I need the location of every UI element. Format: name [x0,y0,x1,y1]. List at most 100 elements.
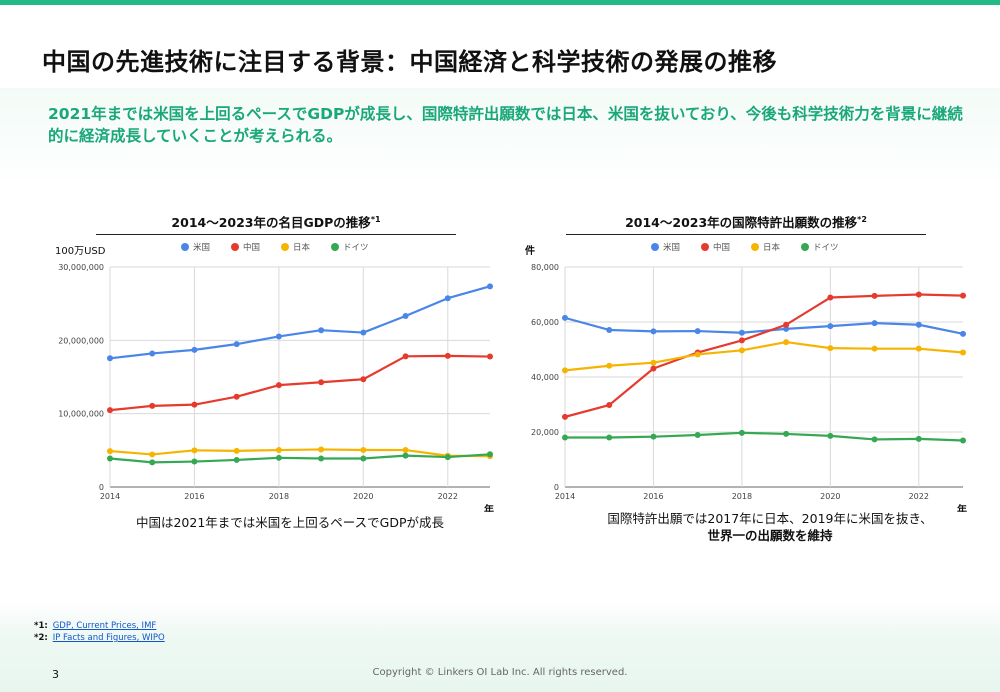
legend-label: 米国 [663,242,680,253]
series-line [564,340,964,372]
copyright: Copyright © Linkers OI Lab Inc. All righ… [372,667,628,678]
footnote-1: *1: GDP, Current Prices, IMF [34,621,156,631]
data-point [606,434,613,441]
data-point [360,376,367,383]
data-point [360,329,367,336]
data-point [871,292,878,299]
legend-label: ドイツ [813,243,839,253]
data-point [915,321,922,328]
data-point [233,447,240,454]
legend-swatch [651,243,659,251]
data-point [444,454,451,461]
data-point [318,327,325,334]
data-point [915,345,922,352]
patent-chart-title: 2014〜2023年の国際特許出願数の推移*2 [566,212,926,235]
x-tick-label: 2014 [100,492,120,501]
gdp-chart-caption: 中国は2021年までは米国を上回るペースでGDPが成長 [80,514,500,531]
data-point [487,283,493,290]
footnote-1-link[interactable]: GDP, Current Prices, IMF [52,621,157,631]
data-point [960,437,966,444]
lead-background [0,88,1000,188]
data-point [107,355,113,362]
series-line [109,448,491,458]
series-line [565,431,964,442]
patent-caption-line-1: 国際特許出願では2017年に日本、2019年に米国を抜き、 [607,511,933,526]
data-point [783,325,790,332]
data-point [694,328,701,335]
data-point [827,323,834,330]
data-point [694,432,701,439]
data-point [650,365,657,372]
footnote-2-link[interactable]: IP Facts and Figures, WIPO [52,633,165,643]
data-point [738,429,745,436]
top-accent-bar [0,0,1000,5]
data-point [915,435,922,442]
legend-swatch [801,243,809,251]
data-point [402,452,409,459]
patent-chart-caption: 国際特許出願では2017年に日本、2019年に米国を抜き、 世界一の出願数を維持 [560,510,980,544]
data-point [275,454,282,461]
y-tick-label: 40,000 [531,373,559,382]
legend-label: ドイツ [343,243,369,253]
x-tick-label: 2022 [438,492,458,501]
data-point [562,367,568,374]
x-tick-label: 2020 [820,492,840,501]
y-tick-label: 60,000 [531,318,559,327]
data-point [783,430,790,437]
gdp-line-chart: 0 10,000,000 20,000,000 30,000,000 2014 2016 2… [55,242,494,512]
x-tick-label: 2022 [909,492,929,501]
data-point [738,337,745,344]
legend-label: 日本 [293,242,311,253]
gdp-caption-line: 中国は2021年までは米国を上回るペースでGDPが成長 [135,515,445,530]
y-axis-label: 件 [525,244,535,257]
data-point [191,447,198,454]
data-point [191,346,198,353]
y-axis-label: 100万USD [55,246,106,257]
data-point [233,456,240,463]
data-point [107,455,113,462]
x-tick-label: 2014 [555,492,575,501]
data-point [960,330,966,337]
page-number: 3 [52,668,59,681]
y-tick-label: 10,000,000 [58,410,104,419]
data-point [606,326,613,333]
series-line [109,285,491,360]
data-point [149,459,156,466]
gdp-chart-title-footnote: *1 [370,214,381,224]
data-point [650,328,657,335]
data-point [444,295,451,302]
data-point [191,458,198,465]
data-point [871,345,878,352]
legend-label: 中国 [243,242,260,253]
data-point [562,434,568,441]
footnote-2: *2: IP Facts and Figures, WIPO [34,633,165,643]
y-tick-label: 20,000,000 [58,336,104,345]
legend-label: 米国 [193,242,210,253]
legend-swatch [181,243,189,251]
x-tick-label: 2016 [643,492,663,501]
data-point [650,433,657,440]
data-point [606,402,613,409]
data-point [738,329,745,336]
data-point [275,382,282,389]
data-point [960,292,966,299]
gdp-chart-title-text: 2014〜2023年の名目GDPの推移 [171,215,371,230]
footnote-2-mark: *2: [34,633,48,643]
data-point [487,451,493,458]
patent-caption-line-2: 世界一の出願数を維持 [707,528,833,543]
data-point [360,455,367,462]
data-point [107,448,113,455]
data-point [402,447,409,454]
patent-chart-title-footnote: *2 [857,214,867,224]
data-point [783,339,790,346]
data-point [871,320,878,327]
y-tick-label: 30,000,000 [58,263,104,272]
legend-swatch [701,243,709,251]
data-point [827,432,834,439]
data-point [402,312,409,319]
data-point [149,402,156,409]
x-tick-label: 2018 [732,492,752,501]
data-point [562,314,568,321]
data-point [562,413,568,420]
patent-chart-title-text: 2014〜2023年の国際特許出願数の推移 [625,215,858,230]
